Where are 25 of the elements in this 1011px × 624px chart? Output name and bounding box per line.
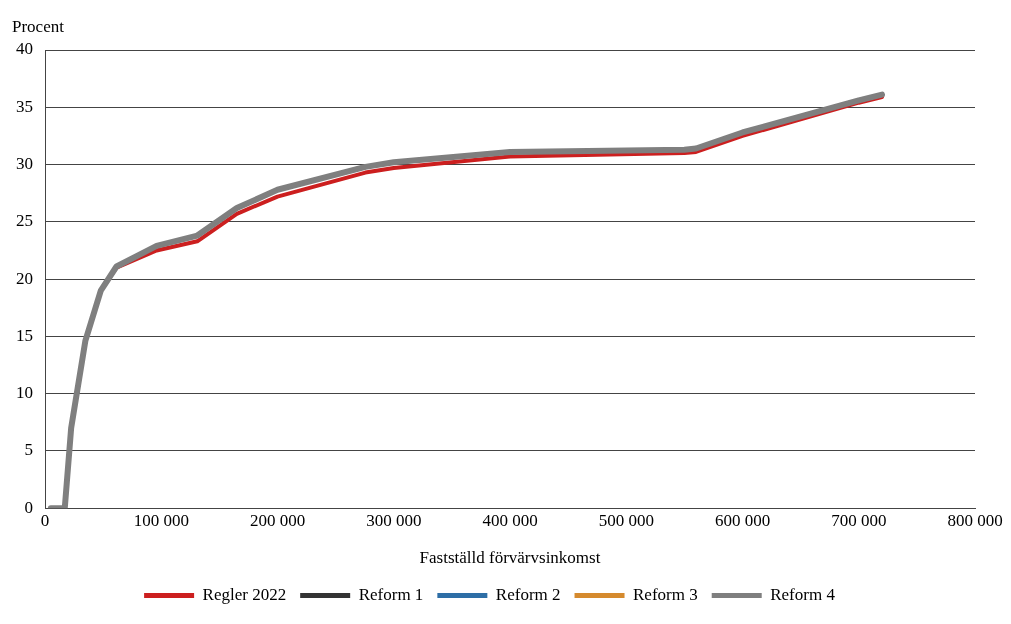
x-tick-label: 500 000 [598,510,654,530]
x-tick-label: 300 000 [366,510,422,530]
x-tick-label: 200 000 [249,510,306,530]
legend-label: Reform 1 [358,584,424,604]
x-tick-label: 100 000 [133,510,189,530]
legend-label: Reform 4 [770,584,836,604]
x-tick-label: 800 000 [947,510,1003,530]
y-tick-label: 20 [16,268,33,288]
x-tick-label: 700 000 [831,510,887,530]
legend-label: Regler 2022 [202,584,287,604]
y-tick-label: 40 [16,39,33,59]
x-tick-label: 400 000 [482,510,538,530]
y-tick-label: 0 [24,497,33,517]
y-tick-label: 35 [16,96,33,116]
y-tick-label: 15 [16,325,33,345]
y-tick-label: 10 [16,383,33,403]
legend-label: Reform 2 [495,584,561,604]
x-tick-label: 600 000 [714,510,771,530]
x-axis-title: Fastställd förvärvsinkomst [419,548,601,568]
y-tick-label: 25 [16,211,33,231]
x-tick-label: 0 [40,510,50,530]
y-tick-label: 5 [24,440,33,460]
y-tick-label: 30 [16,154,33,174]
legend-label: Reform 3 [633,584,698,604]
y-axis-title: Procent [12,16,65,36]
